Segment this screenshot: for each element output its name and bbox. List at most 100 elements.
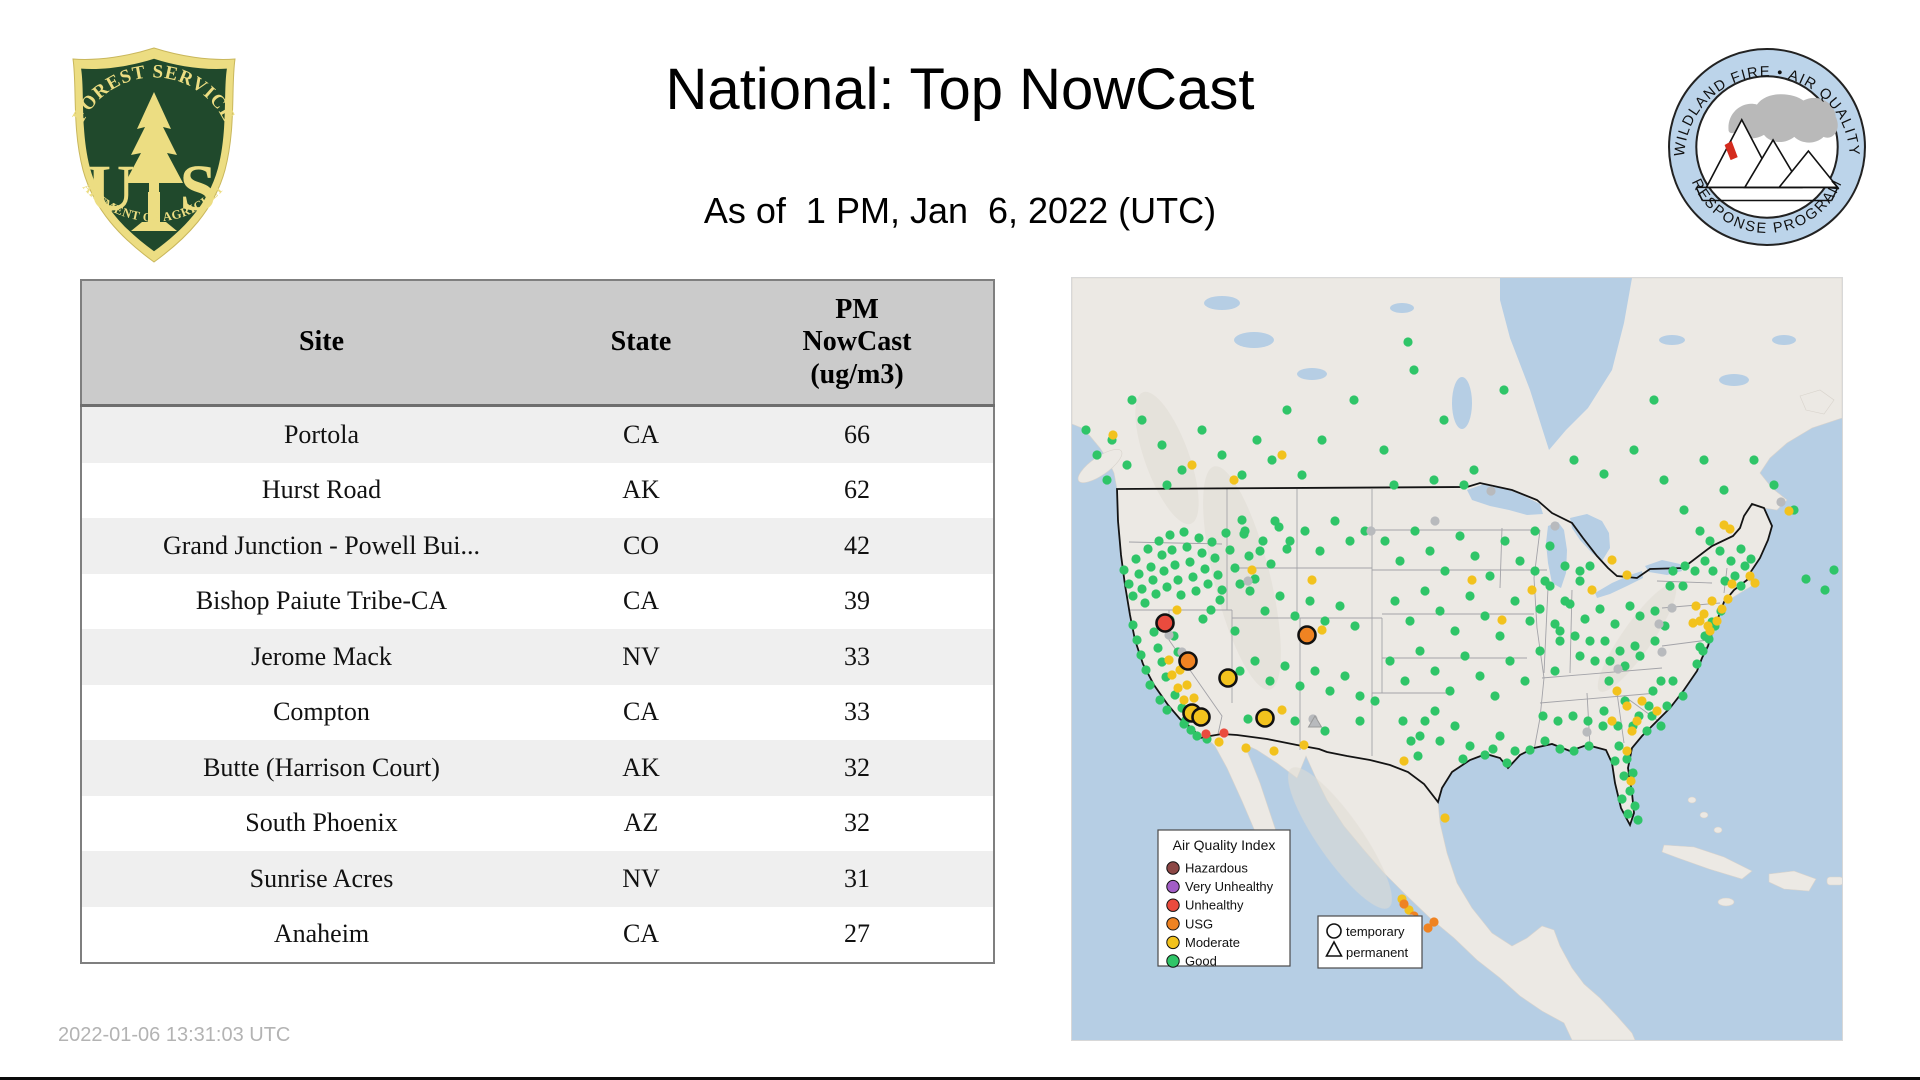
monitor-dot-good (1505, 656, 1515, 666)
top-site-marker (1191, 707, 1211, 727)
site-cell: Compton (273, 697, 370, 727)
monitor-dot-good (1406, 736, 1416, 746)
monitor-dot-good (1520, 676, 1530, 686)
monitor-dot-good (1569, 746, 1579, 756)
monitor-dot-good (1403, 337, 1413, 347)
monitor-dot-good (1635, 651, 1645, 661)
monitor-dot-good (1370, 696, 1380, 706)
monitor-dot-good (1510, 596, 1520, 606)
monitor-dot-good (1695, 526, 1705, 536)
monitor-dot-good (1295, 681, 1305, 691)
monitor-dot-good (1622, 754, 1632, 764)
monitor-dot-moderate (1173, 683, 1183, 693)
monitor-dot-good (1515, 556, 1525, 566)
monitor-dot-moderate (1705, 626, 1715, 636)
permanent-marker-icon (1325, 940, 1343, 957)
monitor-dot-good (1420, 716, 1430, 726)
monitor-dot-good (1630, 801, 1640, 811)
table-row: Jerome Mack NV 33 (81, 629, 994, 685)
monitor-dot-moderate (1214, 737, 1224, 747)
monitor-dot-no-data (1613, 664, 1623, 674)
monitor-dot-good (1555, 626, 1565, 636)
monitor-dot-good (1159, 566, 1169, 576)
monitor-dot-good (1535, 646, 1545, 656)
monitor-dot-good (1132, 635, 1142, 645)
monitor-dot-usg (1423, 923, 1433, 933)
monitor-dot-moderate (1712, 616, 1722, 626)
legend-swatch-moderate (1166, 935, 1180, 950)
monitor-dot-good (1194, 533, 1204, 543)
temporary-marker-icon (1326, 923, 1342, 939)
monitor-dot-good (1575, 651, 1585, 661)
monitor-dot-moderate (1725, 524, 1735, 534)
monitor-dot-moderate (1784, 506, 1794, 516)
monitor-dot-good (1320, 726, 1330, 736)
monitor-dot-good (1465, 741, 1475, 751)
monitor-dot-moderate (1440, 813, 1450, 823)
monitor-dot-moderate (1627, 726, 1637, 736)
monitor-dot-good (1275, 591, 1285, 601)
monitor-dot-good (1102, 475, 1112, 485)
monitor-dot-good (1560, 561, 1570, 571)
value-cell: 32 (844, 808, 870, 838)
state-cell: AK (622, 475, 660, 505)
monitor-dot-no-data (1667, 603, 1677, 613)
monitor-dot-good (1829, 565, 1839, 575)
monitor-dot-good (1440, 566, 1450, 576)
map-relief (1135, 391, 1677, 909)
monitor-dot-good (1405, 616, 1415, 626)
site-cell: Grand Junction - Powell Bui... (162, 530, 481, 560)
monitor-dot-good (1206, 605, 1216, 615)
monitor-dot-good (1200, 564, 1210, 574)
monitor-dot-good (1157, 440, 1167, 450)
monitor-dot-good (1555, 636, 1565, 646)
monitor-dot-moderate (1399, 756, 1409, 766)
monitor-dot-good (1480, 750, 1490, 760)
monitor-dot-good (1480, 611, 1490, 621)
monitor-dot-moderate (1691, 601, 1701, 611)
monitor-dot-good (1146, 562, 1156, 572)
monitor-dot-good (1297, 470, 1307, 480)
monitor-dot-good (1185, 557, 1195, 567)
monitor-dot-moderate (1467, 575, 1477, 585)
monitor-dot-moderate (1317, 625, 1327, 635)
monitor-dot-good (1700, 556, 1710, 566)
monitor-dot-good (1604, 676, 1614, 686)
legend-label: Moderate (1185, 935, 1240, 950)
monitor-dot-good (1345, 536, 1355, 546)
monitor-dot-good (1625, 786, 1635, 796)
legend-swatch-very-unhealthy (1166, 879, 1180, 894)
monitor-dot-good (1435, 606, 1445, 616)
monitor-dot-good (1128, 620, 1138, 630)
monitor-dot-moderate (1167, 670, 1177, 680)
monitor-dot-good (1255, 546, 1265, 556)
monitor-dot-good (1525, 745, 1535, 755)
state-cell: CO (622, 530, 660, 560)
monitor-dot-good (1267, 455, 1277, 465)
monitor-dot-good (1668, 566, 1678, 576)
monitor-dot-good (1176, 590, 1186, 600)
value-cell: 31 (844, 863, 870, 893)
monitor-dot-good (1465, 591, 1475, 601)
monitor-dot-good (1665, 581, 1675, 591)
aqrp-flame-icon (1724, 140, 1738, 161)
monitor-dot-good (1425, 546, 1435, 556)
value-cell: 33 (844, 641, 870, 671)
monitor-dot-good (1565, 599, 1575, 609)
top-site-marker (1178, 651, 1198, 671)
map-data-points (1081, 337, 1839, 933)
monitor-dot-moderate (1699, 609, 1709, 619)
monitor-dot-good (1435, 736, 1445, 746)
monitor-dot-good (1736, 581, 1746, 591)
monitor-dot-good (1237, 515, 1247, 525)
monitor-dot-good (1679, 505, 1689, 515)
monitor-dot-good (1270, 516, 1280, 526)
monitor-dot-moderate (1607, 716, 1617, 726)
monitor-dot-good (1137, 584, 1147, 594)
monitor-dot-good (1450, 626, 1460, 636)
monitor-dot-good (1630, 641, 1640, 651)
monitor-dot-good (1395, 556, 1405, 566)
legend-label: Good (1185, 954, 1217, 969)
monitor-dot-good (1570, 631, 1580, 641)
monitor-dot-good (1207, 537, 1217, 547)
